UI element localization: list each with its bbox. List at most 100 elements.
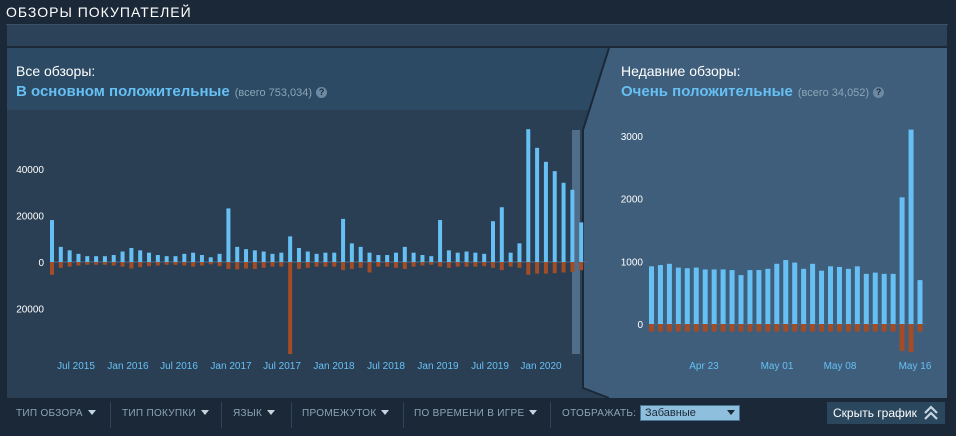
positive-bar[interactable] — [147, 252, 152, 262]
positive-bar[interactable] — [570, 189, 575, 262]
positive-bar[interactable] — [836, 266, 842, 324]
negative-bar[interactable] — [67, 262, 72, 267]
positive-bar[interactable] — [438, 220, 443, 262]
negative-bar[interactable] — [702, 324, 708, 332]
chevron-down-icon[interactable] — [381, 410, 390, 415]
negative-bar[interactable] — [783, 324, 789, 332]
positive-bar[interactable] — [845, 268, 851, 324]
positive-bar[interactable] — [684, 268, 690, 324]
negative-bar[interactable] — [543, 262, 548, 274]
negative-bar[interactable] — [323, 262, 328, 267]
negative-bar[interactable] — [429, 262, 434, 265]
negative-bar[interactable] — [508, 262, 513, 267]
positive-bar[interactable] — [411, 252, 416, 262]
negative-bar[interactable] — [217, 262, 222, 267]
filter-date-range[interactable]: ПРОМЕЖУТОК — [302, 408, 390, 419]
negative-bar[interactable] — [491, 262, 495, 268]
selected-range-highlight[interactable] — [572, 130, 580, 354]
positive-bar[interactable] — [657, 265, 663, 324]
negative-bar[interactable] — [138, 262, 143, 268]
negative-bar[interactable] — [120, 262, 125, 267]
positive-bar[interactable] — [429, 256, 434, 262]
positive-bar[interactable] — [226, 208, 231, 262]
negative-bar[interactable] — [85, 262, 90, 265]
positive-bar[interactable] — [543, 161, 548, 262]
positive-bar[interactable] — [738, 275, 744, 324]
positive-bar[interactable] — [464, 251, 469, 262]
negative-bar[interactable] — [235, 262, 240, 270]
negative-bar[interactable] — [765, 324, 771, 332]
filter-review-type[interactable]: ТИП ОБЗОРА — [16, 408, 96, 419]
hide-graph-label[interactable]: Скрыть график — [833, 406, 917, 420]
negative-bar[interactable] — [279, 262, 284, 267]
help-icon[interactable]: ? — [316, 87, 328, 98]
positive-bar[interactable] — [67, 250, 72, 262]
negative-bar[interactable] — [499, 262, 504, 271]
negative-bar[interactable] — [288, 262, 293, 355]
negative-bar[interactable] — [164, 262, 169, 265]
positive-bar[interactable] — [899, 197, 905, 324]
positive-bar[interactable] — [288, 236, 293, 262]
positive-bar[interactable] — [890, 273, 896, 324]
negative-bar[interactable] — [482, 262, 487, 267]
negative-bar[interactable] — [191, 262, 196, 267]
positive-bar[interactable] — [552, 171, 557, 262]
positive-bar[interactable] — [314, 253, 319, 262]
negative-bar[interactable] — [552, 262, 557, 274]
negative-bar[interactable] — [332, 262, 337, 267]
filter-playtime[interactable]: ПО ВРЕМЕНИ В ИГРЕ — [414, 408, 538, 419]
negative-bar[interactable] — [819, 324, 825, 332]
positive-bar[interactable] — [863, 273, 869, 324]
chevron-down-icon[interactable] — [267, 410, 276, 415]
negative-bar[interactable] — [376, 262, 381, 267]
negative-bar[interactable] — [899, 324, 905, 351]
negative-bar[interactable] — [208, 262, 213, 265]
positive-bar[interactable] — [455, 252, 460, 262]
overall-summary-text[interactable]: В основном положительные — [16, 83, 230, 100]
negative-bar[interactable] — [649, 324, 654, 332]
negative-bar[interactable] — [810, 324, 816, 332]
positive-bar[interactable] — [85, 256, 90, 262]
positive-bar[interactable] — [747, 270, 753, 324]
negative-bar[interactable] — [438, 262, 443, 267]
positive-bar[interactable] — [199, 255, 204, 262]
positive-bar[interactable] — [332, 252, 337, 262]
negative-bar[interactable] — [666, 324, 672, 332]
negative-bar[interactable] — [349, 262, 354, 269]
negative-bar[interactable] — [845, 324, 851, 332]
filter-purchase-type[interactable]: ТИП ПОКУПКИ — [122, 408, 210, 419]
positive-bar[interactable] — [917, 280, 923, 324]
positive-bar[interactable] — [446, 250, 451, 262]
negative-bar[interactable] — [570, 262, 575, 272]
positive-bar[interactable] — [261, 251, 266, 262]
positive-bar[interactable] — [164, 256, 169, 262]
positive-bar[interactable] — [217, 253, 222, 262]
positive-bar[interactable] — [173, 256, 178, 262]
positive-bar[interactable] — [491, 221, 495, 262]
negative-bar[interactable] — [535, 262, 540, 274]
positive-bar[interactable] — [279, 252, 284, 262]
negative-bar[interactable] — [792, 324, 798, 332]
positive-bar[interactable] — [208, 257, 213, 262]
negative-bar[interactable] — [270, 262, 275, 267]
positive-bar[interactable] — [535, 147, 540, 262]
negative-bar[interactable] — [872, 324, 878, 332]
positive-bar[interactable] — [138, 250, 143, 262]
negative-bar[interactable] — [473, 262, 478, 267]
filter-date-range-label[interactable]: ПРОМЕЖУТОК — [302, 408, 377, 419]
positive-bar[interactable] — [349, 243, 354, 262]
positive-bar[interactable] — [774, 263, 780, 324]
filter-language-label[interactable]: ЯЗЫК — [233, 408, 263, 419]
negative-bar[interactable] — [455, 262, 460, 267]
positive-bar[interactable] — [473, 252, 478, 262]
overall-histogram-chart[interactable]: 40000 20000 0 20000 Jul 2015 Jan 2016 Jul 2016… — [7, 112, 608, 372]
negative-bar[interactable] — [261, 262, 266, 268]
positive-bar[interactable] — [579, 222, 584, 262]
negative-bar[interactable] — [393, 262, 398, 268]
hide-graph-button[interactable]: Скрыть график — [827, 402, 945, 424]
negative-bar[interactable] — [711, 324, 717, 332]
positive-bar[interactable] — [482, 253, 487, 262]
negative-bar[interactable] — [863, 324, 869, 332]
positive-bar[interactable] — [792, 262, 798, 324]
positive-bar[interactable] — [881, 273, 887, 324]
